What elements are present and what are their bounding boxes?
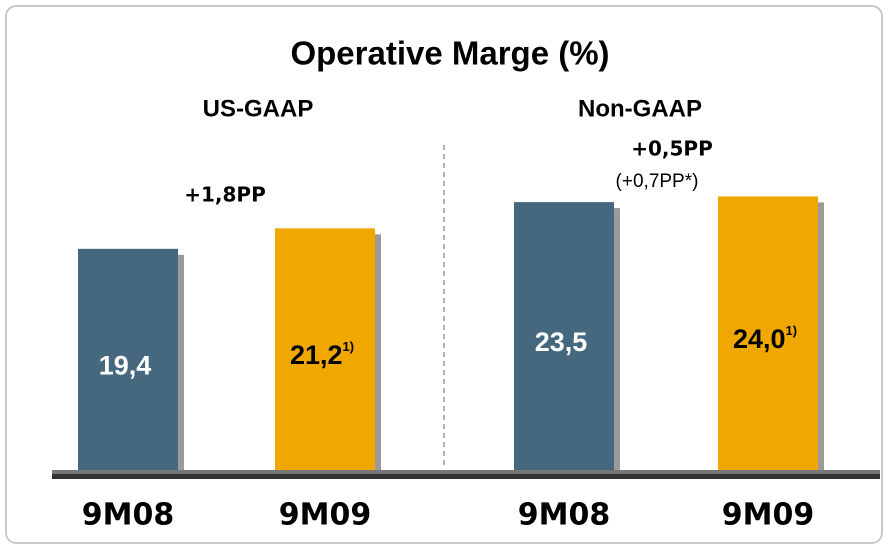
value-label-text: 23,5	[535, 327, 588, 357]
value-label-text: 24,0	[733, 324, 786, 354]
bar	[718, 196, 818, 470]
chart-title: Operative Marge (%)	[290, 35, 609, 72]
value-label: 24,01)	[733, 324, 797, 355]
baseline	[52, 474, 880, 479]
value-note: 1)	[786, 324, 798, 339]
annotation: +0,5PP	[631, 137, 713, 161]
value-label: 19,4	[99, 351, 152, 381]
value-label: 23,5	[535, 327, 588, 357]
value-label-text: 21,2	[290, 340, 343, 370]
x-tick-label: 9M08	[82, 498, 174, 533]
value-label-text: 19,4	[99, 351, 152, 381]
bar	[514, 202, 614, 470]
annotation: (+0,7PP*)	[616, 171, 699, 192]
baseline-shadow	[52, 470, 880, 474]
x-tick-label: 9M09	[722, 498, 814, 533]
panel-title: Non-GAAP	[578, 95, 702, 122]
x-tick-label: 9M09	[279, 498, 371, 533]
value-label: 21,21)	[290, 340, 354, 371]
annotation: +1,8PP	[184, 183, 266, 207]
bar	[275, 228, 375, 470]
value-note: 1)	[343, 340, 355, 355]
bar	[78, 248, 178, 470]
x-tick-label: 9M08	[518, 498, 610, 533]
panel-title: US-GAAP	[203, 95, 314, 122]
